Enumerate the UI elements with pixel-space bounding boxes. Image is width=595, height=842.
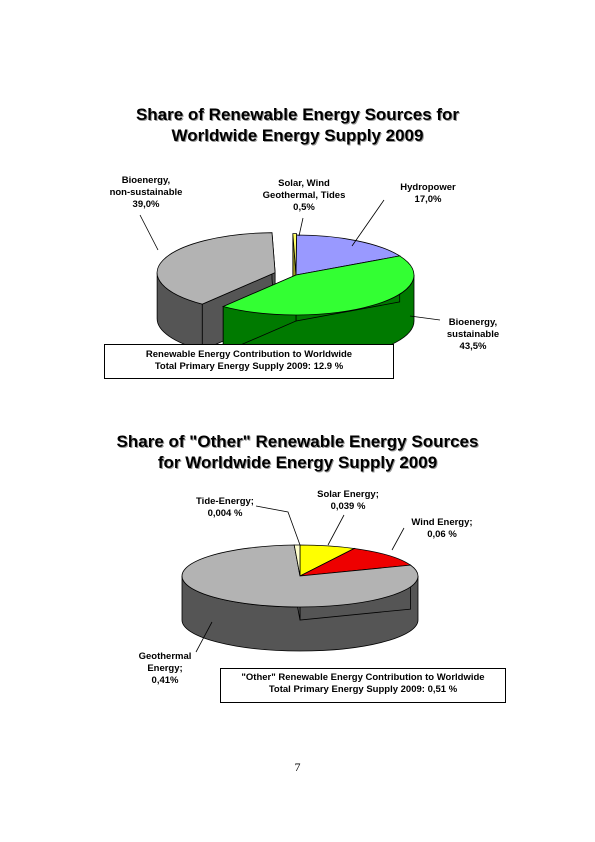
chart2-leader-0 — [255, 505, 301, 546]
chart2-label-wind: Wind Energy; 0,06 % — [404, 517, 480, 541]
chart1-title: Share of Renewable Energy Sources for Wo… — [0, 104, 595, 146]
chart1-label-bio-nonsustainable-l3: 39,0% — [132, 199, 160, 210]
chart2-leader-2 — [391, 527, 405, 551]
chart2-label-wind-l1: Wind Energy; — [411, 517, 473, 528]
chart1-label-bio-nonsustainable-l1: Bioenergy, — [121, 175, 171, 186]
chart1-label-bio-nonsustainable: Bioenergy, non-sustainable 39,0% — [100, 175, 192, 211]
chart1-note-line2: Total Primary Energy Supply 2009: 12.9 % — [154, 361, 344, 372]
chart1-leader-0 — [139, 214, 159, 251]
chart1-title-line2: Worldwide Energy Supply 2009 — [171, 126, 424, 145]
chart1-slice-bioenergy-sustainable — [221, 255, 415, 316]
chart1-leader-2 — [351, 199, 385, 247]
chart2-label-tide-l1: Tide-Energy; — [196, 496, 254, 507]
chart2-group — [181, 505, 419, 653]
chart2-label-solar: Solar Energy; 0,039 % — [310, 489, 386, 513]
chart1-leader-3 — [409, 315, 441, 321]
chart2-label-tide: Tide-Energy; 0,004 % — [190, 496, 260, 520]
chart2-label-geothermal: Geothermal Energy; 0,41% — [132, 651, 198, 687]
chart2-leader-3 — [195, 621, 213, 653]
chart1-label-hydropower-l2: 17,0% — [414, 194, 442, 205]
chart2-note-box: "Other" Renewable Energy Contribution to… — [220, 668, 506, 703]
chart2-note-line1: "Other" Renewable Energy Contribution to… — [241, 672, 485, 683]
chart1-label-hydropower: Hydropower 17,0% — [388, 182, 468, 206]
chart2-slice-wind-energy — [299, 548, 412, 577]
chart2-title-line2: for Worldwide Energy Supply 2009 — [157, 453, 438, 472]
chart2-label-solar-l1: Solar Energy; — [317, 489, 379, 500]
chart1-slice-bioenergy-non-sustainable — [156, 232, 276, 305]
chart1-label-solar-wind-l1: Solar, Wind — [278, 178, 330, 189]
chart1-label-bio-sustainable-l3: 43,5% — [459, 341, 487, 352]
chart1-slice-hydropower — [295, 234, 401, 276]
chart1-leader-1 — [298, 217, 304, 237]
chart2-leader-1 — [327, 514, 345, 546]
chart2-title: Share of "Other" Renewable Energy Source… — [0, 431, 595, 473]
chart1-label-solar-wind: Solar, Wind Geothermal, Tides 0,5% — [252, 178, 356, 214]
chart1-note-line1: Renewable Energy Contribution to Worldwi… — [145, 349, 353, 360]
chart1-title-line1: Share of Renewable Energy Sources for — [135, 105, 460, 124]
chart2-label-solar-l2: 0,039 % — [330, 501, 366, 512]
chart1-label-solar-wind-l3: 0,5% — [293, 202, 315, 213]
chart2-label-tide-l2: 0,004 % — [207, 508, 243, 519]
chart1-label-bio-sustainable-l2: sustainable — [446, 329, 500, 340]
chart2-note-line2: Total Primary Energy Supply 2009: 0,51 % — [268, 684, 458, 695]
page-number: 7 — [294, 760, 301, 774]
chart1-label-bio-sustainable-l1: Bioenergy, — [448, 317, 498, 328]
chart1-label-bio-nonsustainable-l2: non-sustainable — [109, 187, 183, 198]
chart2-title-line1: Share of "Other" Renewable Energy Source… — [116, 432, 479, 451]
chart1-group — [139, 199, 441, 362]
chart2-label-geothermal-l2: Energy; — [147, 663, 183, 674]
chart2-label-wind-l2: 0,06 % — [427, 529, 457, 540]
chart2-label-geothermal-l3: 0,41% — [151, 675, 179, 686]
chart1-note-box: Renewable Energy Contribution to Worldwi… — [104, 344, 394, 379]
chart1-label-solar-wind-l2: Geothermal, Tides — [262, 190, 346, 201]
chart1-label-bio-sustainable: Bioenergy, sustainable 43,5% — [432, 317, 514, 353]
chart1-slice-solar-wind-geothermal-tides — [292, 233, 297, 274]
chart1-label-hydropower-l1: Hydropower — [400, 182, 456, 193]
chart2-label-geothermal-l1: Geothermal — [138, 651, 192, 662]
